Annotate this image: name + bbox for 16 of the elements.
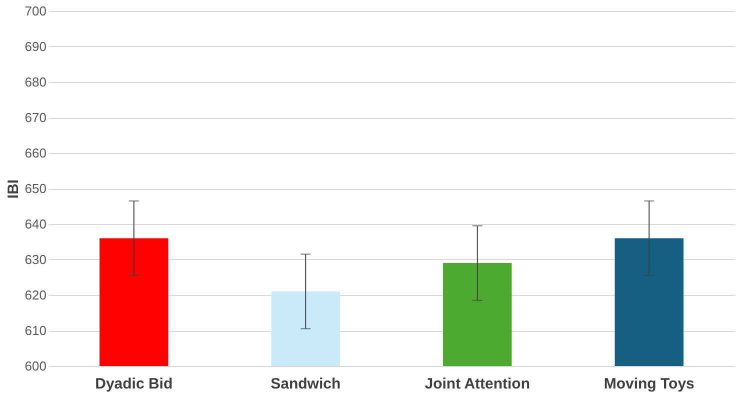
x-tick-label: Moving Toys	[604, 376, 694, 392]
y-tick-label: 640	[24, 216, 46, 232]
y-tick-label: 610	[24, 323, 46, 338]
y-tick-label: 600	[24, 358, 46, 374]
y-tick-label: 690	[24, 39, 46, 54]
y-axis-title: IBI	[4, 179, 22, 199]
y-tick-label: 650	[24, 181, 46, 196]
y-tick-label: 700	[24, 4, 46, 18]
y-tick-label: 620	[24, 288, 46, 302]
x-tick-label: Dyadic Bid	[95, 376, 173, 392]
y-tick-label: 680	[24, 74, 46, 90]
y-tick-label: 630	[24, 252, 46, 267]
y-tick-label: 660	[24, 146, 46, 160]
y-tick-label: 670	[24, 110, 46, 125]
x-tick-label: Joint Attention	[424, 376, 530, 392]
x-tick-label: Sandwich	[270, 376, 341, 392]
